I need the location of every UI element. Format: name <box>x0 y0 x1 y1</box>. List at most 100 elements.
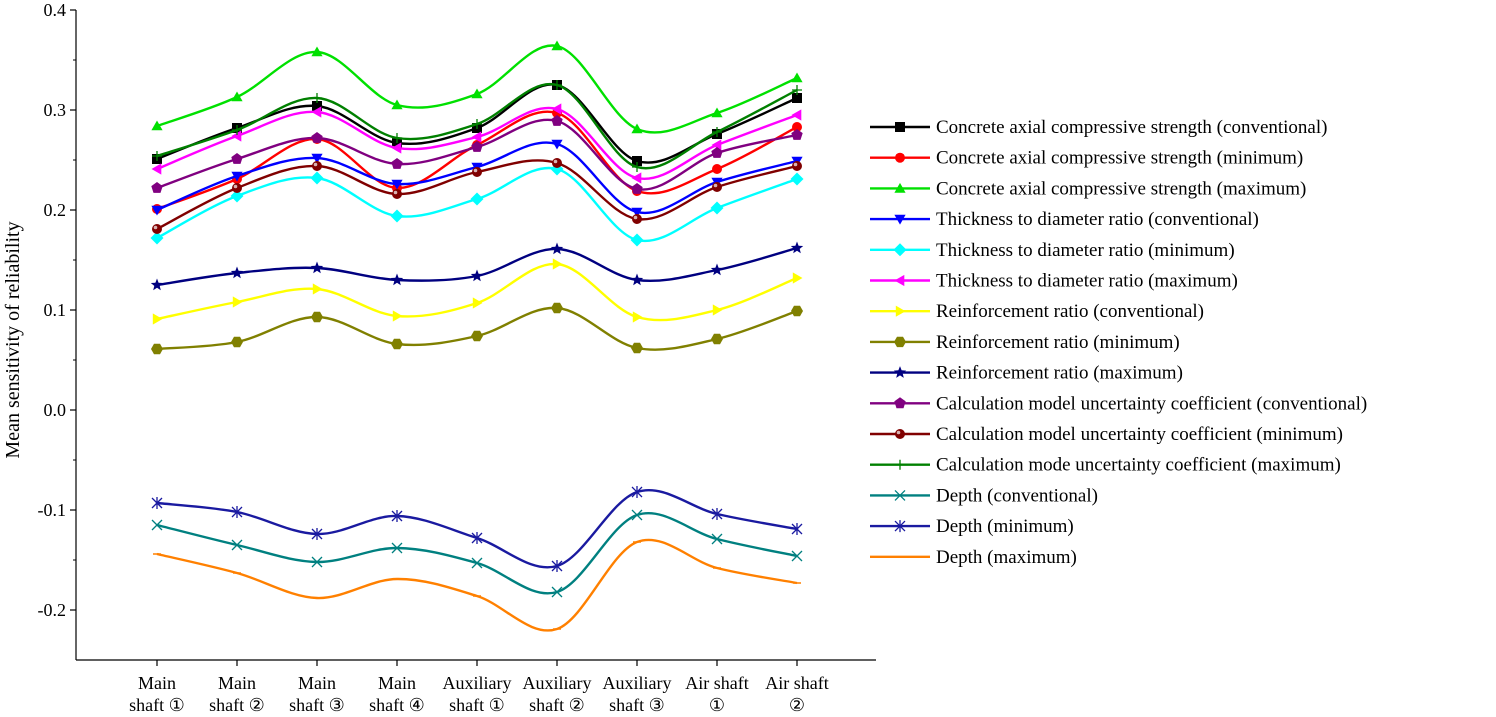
series-7 <box>152 258 803 325</box>
data-point <box>631 172 642 184</box>
legend-swatch-marker <box>894 336 906 348</box>
data-point <box>711 147 723 158</box>
data-point <box>311 556 323 568</box>
data-point <box>791 523 803 535</box>
series-line <box>156 512 798 595</box>
data-point <box>231 91 243 102</box>
legend-label: Depth (minimum) <box>936 516 1074 537</box>
marker-highlight <box>713 183 718 188</box>
data-point <box>150 278 164 291</box>
data-point <box>791 550 803 562</box>
data-point <box>711 333 723 345</box>
data-point <box>631 183 643 194</box>
data-point <box>311 153 323 164</box>
series-line <box>156 538 798 632</box>
data-point <box>632 162 642 172</box>
y-tick-label: 0.0 <box>44 400 67 420</box>
x-tick-label: Main <box>378 673 416 693</box>
data-point <box>631 342 643 354</box>
data-point <box>152 151 162 161</box>
series-line <box>156 246 798 287</box>
legend-swatch-marker <box>895 122 905 132</box>
x-tick-label: shaft ③ <box>609 695 665 715</box>
y-tick-label: 0.2 <box>44 200 67 220</box>
legend-swatch-marker <box>895 152 905 163</box>
data-point <box>550 242 564 255</box>
data-point <box>230 189 244 203</box>
data-point <box>392 189 402 199</box>
legend-label: Thickness to diameter ratio (conventiona… <box>936 209 1259 230</box>
y-tick-label: 0.4 <box>44 0 67 20</box>
data-point <box>711 107 723 118</box>
data-point <box>791 305 803 317</box>
data-point <box>551 302 563 314</box>
legend-label: Concrete axial compressive strength (max… <box>936 178 1306 199</box>
legend-label: Thickness to diameter ratio (maximum) <box>936 271 1238 292</box>
data-point <box>712 304 723 316</box>
data-point <box>472 119 482 129</box>
y-axis-title: Mean sensitivity of reliability <box>2 221 24 458</box>
marker-ring <box>472 167 482 177</box>
legend-swatch-marker <box>894 182 906 193</box>
marker-highlight <box>896 430 901 435</box>
legend-item: Calculation mode uncertainty coefficient… <box>870 455 1341 476</box>
data-point <box>151 182 163 193</box>
marker-highlight <box>793 162 798 167</box>
legend-item: Reinforcement ratio (minimum) <box>870 332 1180 353</box>
x-tick-label: Air shaft <box>765 673 828 693</box>
series-15 <box>153 538 801 632</box>
legend-item: Concrete axial compressive strength (min… <box>870 148 1303 169</box>
data-point <box>231 153 243 164</box>
legend-label: Concrete axial compressive strength (con… <box>936 117 1327 138</box>
legend-item: Depth (minimum) <box>870 516 1074 537</box>
x-tick-label: shaft ④ <box>369 695 425 715</box>
legend-label: Depth (conventional) <box>936 485 1098 506</box>
data-point <box>792 85 802 95</box>
data-point <box>792 93 802 103</box>
marker-ring <box>895 429 905 439</box>
data-point <box>712 182 722 192</box>
data-point <box>392 310 403 322</box>
legend-label: Reinforcement ratio (conventional) <box>936 301 1204 322</box>
data-point <box>551 586 563 598</box>
data-point <box>792 122 802 132</box>
data-point <box>312 283 323 295</box>
data-point <box>230 266 244 279</box>
legend-swatch-marker <box>894 214 906 225</box>
data-point <box>551 139 563 150</box>
data-point <box>711 533 723 545</box>
marker-ring <box>552 158 562 168</box>
legend-swatch-marker <box>893 243 907 257</box>
data-point <box>310 171 324 185</box>
data-point <box>151 163 162 175</box>
data-point <box>632 311 643 323</box>
legend-label: Calculation mode uncertainty coefficient… <box>936 455 1341 476</box>
legend-item: Reinforcement ratio (maximum) <box>870 363 1183 384</box>
y-tick-label: -0.1 <box>38 500 67 520</box>
marker-highlight <box>473 168 478 173</box>
data-point <box>391 510 403 522</box>
x-tick-label: Main <box>138 673 176 693</box>
marker-highlight <box>153 225 158 230</box>
axes <box>75 10 876 661</box>
legend-item: Thickness to diameter ratio (maximum) <box>870 271 1238 292</box>
data-point <box>790 241 804 254</box>
data-point <box>151 120 163 131</box>
series-3 <box>151 40 803 134</box>
legend-label: Calculation model uncertainty coefficien… <box>936 424 1343 445</box>
data-point <box>150 231 164 245</box>
data-point <box>391 142 402 154</box>
legend-label: Concrete axial compressive strength (min… <box>936 148 1303 169</box>
series-11 <box>152 158 802 234</box>
data-point <box>310 261 324 274</box>
marker-ring <box>712 182 722 192</box>
data-point <box>631 509 643 521</box>
legend-label: Calculation model uncertainty coefficien… <box>936 393 1367 414</box>
legend-label: Reinforcement ratio (maximum) <box>936 363 1183 384</box>
marker-ring <box>792 161 802 171</box>
marker-ring <box>312 161 322 171</box>
data-point <box>471 557 483 569</box>
legend-item: Depth (conventional) <box>870 485 1098 506</box>
data-point <box>151 497 163 509</box>
